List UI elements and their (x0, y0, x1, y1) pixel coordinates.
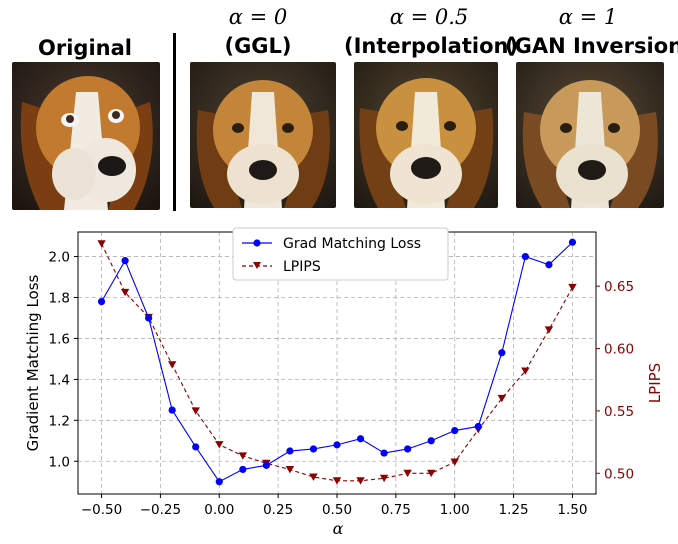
divider-line (173, 33, 176, 211)
lpips-point (403, 469, 412, 478)
grad-point (168, 406, 176, 414)
x-tick-label: 0.00 (204, 502, 234, 518)
grad-point (121, 257, 129, 265)
y-tick-label-left: 1.4 (49, 372, 70, 388)
grad-point (356, 435, 365, 443)
y-axis-label-left: Gradient Matching Loss (24, 274, 42, 451)
x-tick-label: 1.25 (499, 502, 529, 518)
legend-grad-marker (253, 239, 261, 247)
panel-interp-alpha: α = 0.5 (389, 5, 469, 29)
x-tick-label: 1.50 (557, 502, 587, 518)
grad-point (474, 422, 482, 431)
lpips-point (450, 458, 459, 466)
lpips-point (568, 283, 577, 292)
panel-ggl-title: (GGL) (224, 34, 292, 58)
lpips-point (215, 441, 224, 449)
lpips-point (285, 466, 295, 474)
x-axis-label: α (333, 519, 344, 538)
grad-point (380, 449, 388, 457)
lpips-point (426, 469, 436, 478)
lpips-point (544, 326, 554, 334)
grad-point (97, 297, 106, 306)
dog-image-original (12, 62, 160, 210)
grad-point (262, 461, 270, 469)
x-tick-label: 0.25 (263, 502, 293, 518)
panel-gan-alpha: α = 1 (558, 5, 618, 29)
y-tick-label-right: 0.55 (604, 404, 634, 420)
x-tick-label: 1.00 (440, 502, 470, 518)
lpips-point (97, 240, 106, 248)
lpips-point (521, 367, 530, 375)
y-tick-label-left: 1.8 (49, 291, 70, 307)
lpips-point (309, 473, 318, 481)
panel-original-title: Original (38, 36, 132, 60)
y-ticks-right: 0.50 0.55 0.60 0.65 (596, 279, 634, 482)
grad-point (521, 252, 529, 261)
y-tick-label-left: 1.2 (49, 413, 70, 429)
legend-lpips-marker (253, 262, 261, 269)
lpips-point (238, 452, 248, 460)
grad-point (215, 478, 223, 486)
lpips-point (356, 477, 365, 485)
y-tick-label-left: 1.6 (49, 331, 70, 347)
x-ticks: −0.50 −0.25 0.00 0.25 0.50 0.75 1.00 1.25 1.50 (81, 494, 587, 518)
y-tick-label-left: 1.0 (49, 454, 70, 470)
y-tick-label-right: 0.60 (604, 342, 634, 358)
x-tick-label: 0.75 (381, 502, 411, 518)
dog-image-ggl (190, 62, 336, 208)
panel-interp-title: (Interpolation) (344, 34, 519, 58)
panel-gan-title: (GAN Inversion) (505, 34, 678, 58)
panel-ggl-alpha: α = 0 (228, 5, 288, 29)
lpips-point (167, 361, 177, 369)
dog-image-interpolation (354, 62, 498, 208)
series-grad-matching-loss (97, 238, 577, 486)
chart: −0.50 −0.25 0.00 0.25 0.50 0.75 1.00 1.25 1.50 1… (24, 227, 664, 538)
lpips-point (379, 474, 389, 483)
grad-point (545, 261, 553, 269)
grad-point (145, 314, 153, 322)
grad-point (498, 349, 506, 357)
grad-point (309, 445, 318, 453)
y-tick-label-right: 0.50 (604, 466, 634, 482)
x-tick-label: −0.25 (140, 502, 181, 518)
y-tick-label-right: 0.65 (604, 279, 634, 295)
grad-point (568, 238, 577, 246)
dog-image-gan-inversion (516, 62, 664, 208)
grad-point (239, 465, 247, 474)
grad-point (333, 441, 341, 449)
grad-point (286, 447, 294, 455)
x-tick-label: 0.50 (322, 502, 352, 518)
grad-point (427, 437, 435, 445)
y-tick-label-left: 2.0 (49, 250, 70, 266)
grad-point (404, 445, 412, 453)
grid (78, 232, 596, 494)
x-tick-label: −0.50 (81, 502, 122, 518)
legend-lpips-label: LPIPS (283, 259, 321, 275)
y-axis-label-right: LPIPS (646, 363, 664, 403)
lpips-point (120, 288, 130, 297)
legend-grad-label: Grad Matching Loss (283, 236, 421, 252)
series-lpips (97, 240, 577, 485)
lpips-point (332, 477, 342, 485)
y-ticks-left: 1.0 1.2 1.4 1.6 1.8 2.0 (49, 250, 78, 470)
grad-point (451, 426, 459, 435)
lpips-point (191, 407, 200, 415)
grad-point (192, 443, 200, 451)
legend-box (232, 227, 449, 281)
legend: Grad Matching Loss LPIPS (232, 227, 449, 281)
lpips-point (497, 394, 507, 403)
